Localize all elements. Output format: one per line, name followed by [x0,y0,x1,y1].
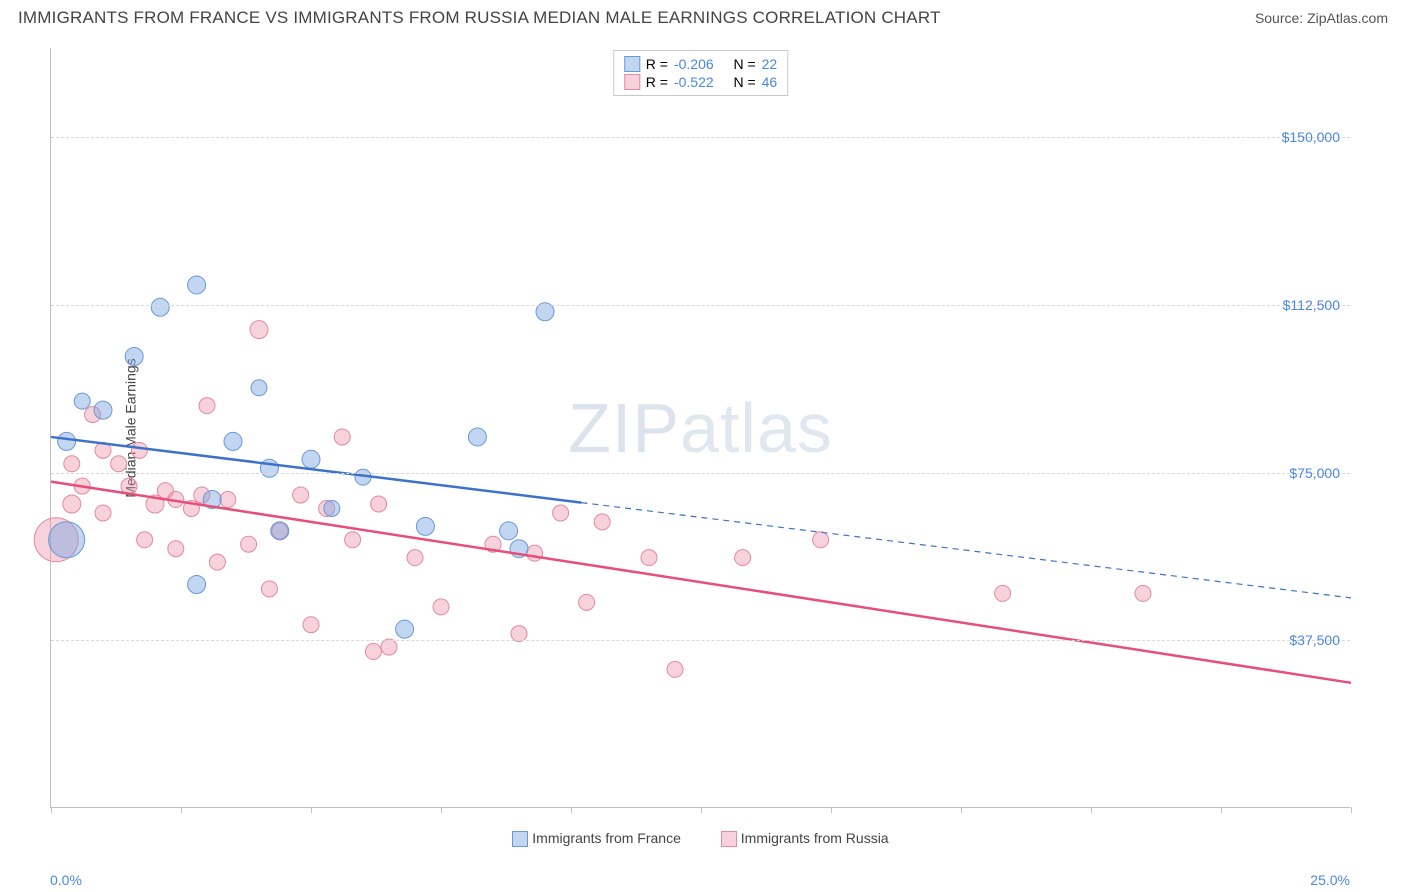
data-point [407,550,423,566]
y-tick-label: $150,000 [1282,129,1340,145]
data-point [365,644,381,660]
data-point [131,442,147,458]
x-tick [441,807,442,813]
data-point [579,594,595,610]
data-point [63,495,81,513]
x-tick [1091,807,1092,813]
data-point [468,428,486,446]
data-point [137,532,153,548]
swatch-france-icon [512,831,528,847]
gridline [51,640,1350,641]
data-point [125,347,143,365]
chart-header: IMMIGRANTS FROM FRANCE VS IMMIGRANTS FRO… [0,0,1406,32]
legend-item-france: Immigrants from France [512,830,680,847]
data-point [500,522,518,540]
data-point [641,550,657,566]
gridline [51,137,1350,138]
x-min-label: 0.0% [50,872,82,888]
data-point [345,532,361,548]
data-point [188,575,206,593]
data-point [64,456,80,472]
data-point [396,620,414,638]
data-point [111,456,127,472]
data-point [995,585,1011,601]
chart-svg [51,48,1350,807]
y-tick-label: $37,500 [1289,632,1340,648]
data-point [1135,585,1151,601]
data-point [151,298,169,316]
y-tick-label: $112,500 [1283,297,1340,313]
data-point [813,532,829,548]
x-tick [961,807,962,813]
x-tick [701,807,702,813]
x-tick [51,807,52,813]
source-name: ZipAtlas.com [1307,10,1388,26]
y-tick-label: $75,000 [1289,465,1340,481]
data-point [594,514,610,530]
x-tick [571,807,572,813]
data-point [271,522,289,540]
data-point [58,432,76,450]
data-point [94,401,112,419]
data-point [168,541,184,557]
data-point [324,500,340,516]
x-tick [181,807,182,813]
source-attribution: Source: ZipAtlas.com [1255,10,1388,26]
x-tick [311,807,312,813]
data-point [188,276,206,294]
data-point [250,321,268,339]
data-point [95,505,111,521]
x-tick [1351,807,1352,813]
gridline [51,473,1350,474]
data-point [527,545,543,561]
data-point [416,517,434,535]
x-max-label: 25.0% [1310,872,1350,888]
data-point [220,492,236,508]
data-point [199,398,215,414]
source-prefix: Source: [1255,10,1307,26]
data-point [293,487,309,503]
data-point [260,459,278,477]
regression-line [51,482,1351,683]
data-point [251,380,267,396]
data-point [511,626,527,642]
data-point [371,496,387,512]
gridline [51,305,1350,306]
data-point [553,505,569,521]
chart-title: IMMIGRANTS FROM FRANCE VS IMMIGRANTS FRO… [18,8,941,28]
plot-area: Median Male Earnings ZIPatlas R = -0.206… [50,48,1350,808]
data-point [334,429,350,445]
legend-label-france: Immigrants from France [532,830,681,846]
swatch-russia-icon [721,831,737,847]
legend-label-russia: Immigrants from Russia [741,830,889,846]
legend-bottom: Immigrants from France Immigrants from R… [51,830,1350,847]
data-point [241,536,257,552]
data-point [303,617,319,633]
x-tick [1221,807,1222,813]
data-point [735,550,751,566]
data-point [381,639,397,655]
data-point [433,599,449,615]
data-point [224,432,242,450]
data-point [74,393,90,409]
x-tick [831,807,832,813]
regression-line-dashed [581,503,1351,598]
data-point [49,522,85,558]
data-point [209,554,225,570]
legend-item-russia: Immigrants from Russia [721,830,889,847]
data-point [302,450,320,468]
data-point [667,661,683,677]
data-point [261,581,277,597]
